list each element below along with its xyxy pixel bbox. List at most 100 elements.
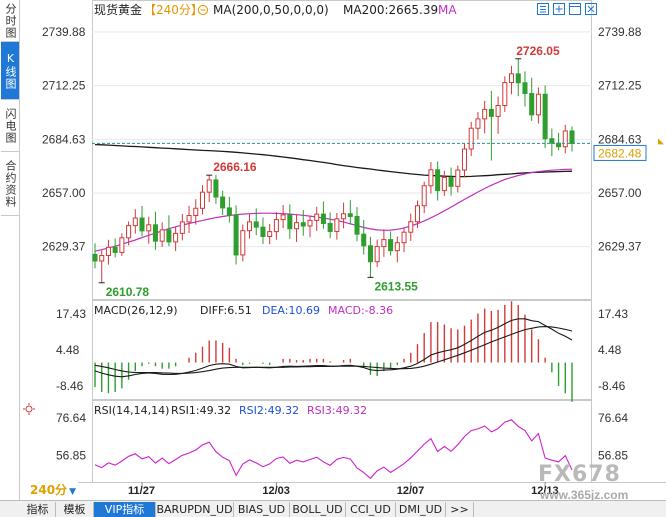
bottom-tab-3[interactable]: VIP指标 — [94, 502, 156, 517]
bottom-tab-6[interactable]: BOLL_UD — [290, 502, 346, 517]
candle-body — [166, 229, 172, 243]
candle — [220, 190, 226, 215]
candle — [367, 236, 373, 278]
candle — [307, 215, 313, 238]
current-price-tag: 2682.48 — [593, 138, 664, 161]
candle — [159, 222, 165, 247]
bottom-tab-2[interactable]: 模板 — [56, 502, 94, 517]
high-annotation: 2726.05 — [516, 44, 560, 58]
left-tab-bar: 分时图 K线图 闪电图 合约资料 — [0, 0, 20, 500]
candle-body — [374, 246, 380, 263]
candle — [193, 199, 199, 225]
candle — [381, 229, 387, 257]
window-icon[interactable] — [569, 3, 581, 15]
candle-body — [152, 224, 158, 242]
candle-body — [92, 253, 98, 262]
left-tab-1[interactable]: 分时图 — [1, 0, 19, 42]
chart-area[interactable]: 现货黄金 【240分】 MA(200,0,50,0,0,0) MA200:266… — [20, 0, 666, 500]
rsi-axis: 76.64 76.64 56.85 56.85 — [56, 411, 628, 463]
price-annotations: 2726.05 2666.16 2610.78 2613.55 — [98, 44, 560, 299]
candle — [240, 224, 246, 262]
left-tab-4[interactable]: 合约资料 — [1, 152, 19, 216]
window-icons — [537, 3, 597, 15]
indicator-settings-icon[interactable] — [23, 403, 35, 415]
settings-icon[interactable] — [537, 3, 549, 15]
chevron-down-icon: ▼ — [69, 487, 76, 497]
candle-body — [99, 255, 105, 262]
ma50-line — [94, 168, 573, 252]
candle-body — [367, 245, 373, 263]
candle — [213, 175, 219, 204]
candle-body — [347, 213, 353, 217]
candle-body — [260, 226, 266, 237]
mid-high-annotation: 2666.16 — [213, 160, 257, 174]
candle — [421, 181, 427, 214]
candle — [482, 100, 488, 134]
candle-body — [475, 118, 481, 129]
candle — [253, 208, 259, 236]
bottom-tab-1[interactable]: 指标 — [20, 502, 56, 517]
date-axis: 11/27 12/03 12/07 12/13 — [128, 482, 559, 497]
timeframe-badge-label: 240分 — [30, 483, 68, 497]
candle-body — [549, 138, 555, 144]
candle — [260, 217, 266, 245]
bottom-tab-9[interactable]: >> — [446, 502, 474, 517]
left-tab-3[interactable]: 闪电图 — [1, 100, 19, 152]
timeframe-selector[interactable]: 240分 ▼ — [20, 482, 78, 499]
candle-body — [300, 222, 306, 227]
candle — [173, 226, 179, 252]
candle — [233, 205, 239, 265]
candle-body — [341, 213, 347, 220]
candle-body — [522, 82, 528, 94]
rsi-axis-label-right: 76.64 — [598, 411, 628, 425]
bottom-tab-5[interactable]: BIAS_UD — [234, 502, 290, 517]
candle — [132, 209, 138, 234]
candle — [267, 223, 273, 245]
symbol-name: 现货黄金 — [94, 2, 142, 17]
candle-body — [294, 222, 300, 230]
candle — [408, 213, 414, 241]
candlesticks — [92, 58, 575, 283]
candle — [119, 233, 125, 257]
date-label: 12/13 — [531, 485, 559, 497]
close-icon[interactable] — [585, 3, 597, 15]
candle — [341, 202, 347, 229]
candle — [475, 111, 481, 140]
rsi-line — [94, 419, 573, 480]
date-label: 12/07 — [397, 485, 425, 497]
bottom-tab-8[interactable]: DMI_UD — [396, 502, 446, 517]
candle — [542, 85, 548, 149]
candle — [334, 212, 340, 240]
indicator-tab-bar: 指标 模板 VIP指标 BARUPDN_UD BIAS_UD BOLL_UD CCI_UD D… — [0, 500, 666, 517]
timeframe-label[interactable]: 【240分】 — [144, 3, 203, 17]
candle — [495, 96, 501, 134]
date-label: 12/03 — [262, 485, 290, 497]
add-icon[interactable] — [553, 3, 565, 15]
macd-axis: 17.43 17.43 4.48 4.48 -8.46 -8.46 — [56, 307, 628, 393]
candle — [455, 165, 461, 193]
candle-body — [435, 169, 441, 192]
add-indicator-icon[interactable] — [197, 4, 209, 16]
low-mid-annotation: 2613.55 — [374, 279, 418, 293]
candle-body — [179, 221, 185, 234]
macd-diff-value: DIFF:6.51 — [200, 304, 252, 317]
candle — [320, 201, 326, 229]
candle-body — [495, 105, 501, 117]
candle — [502, 76, 508, 112]
price-axis-label-right: 2712.25 — [598, 79, 642, 93]
candle — [139, 205, 145, 237]
bottom-tab-4[interactable]: BARUPDN_UD — [156, 502, 234, 517]
candle-body — [273, 219, 279, 233]
candle — [394, 236, 400, 263]
macd-axis-label-right: 17.43 — [598, 307, 628, 321]
rsi-axis-label-left: 76.64 — [56, 411, 86, 425]
candle-body — [509, 73, 515, 84]
left-tab-2[interactable]: K线图 — [1, 42, 19, 100]
watermark-brand: FX678 — [538, 462, 621, 487]
candle-body — [448, 176, 454, 187]
bottom-tab-7[interactable]: CCI_UD — [346, 502, 396, 517]
candle-body — [408, 221, 414, 233]
price-axis-label-left: 2629.37 — [42, 240, 86, 254]
candle-body — [502, 82, 508, 107]
candle — [374, 239, 380, 267]
